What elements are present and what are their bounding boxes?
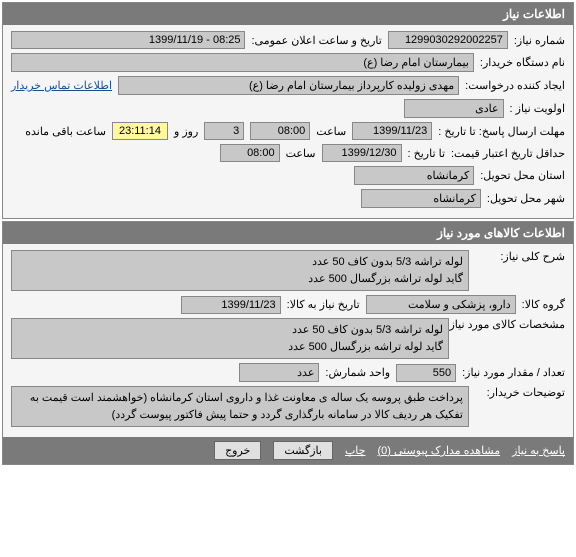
request-creator-label: ایجاد کننده درخواست: — [465, 79, 565, 92]
days-value: 3 — [204, 122, 244, 140]
goods-group-value: دارو، پزشکی و سلامت — [366, 295, 516, 314]
general-desc-value: لوله تراشه 5/3 بدون کاف 50 عدد گاید لوله… — [11, 250, 469, 291]
print-link[interactable]: چاپ — [345, 444, 366, 457]
need-info-panel: اطلاعات نیاز شماره نیاز: 129903029200225… — [2, 2, 574, 219]
niaz-no-label: شماره نیاز: — [514, 34, 565, 47]
row-buyer-notes: توضیحات خریدار: پرداخت طبق پروسه یک ساله… — [11, 386, 565, 427]
unit-value: عدد — [239, 363, 319, 382]
bottom-bar: پاسخ به نیاز مشاهده مدارک پیوستی (0) چاپ… — [3, 437, 573, 464]
row-city: شهر محل تحویل: كرمانشاه — [11, 189, 565, 208]
province-label: استان محل تحویل: — [480, 169, 565, 182]
buyer-contact-link[interactable]: اطلاعات تماس خریدار — [11, 79, 112, 92]
validity-label: حداقل تاریخ اعتبار قیمت: — [451, 147, 565, 160]
back-button[interactable]: بازگشت — [273, 441, 333, 460]
qty-value: 550 — [396, 364, 456, 382]
validity-to-label: تا تاریخ : — [408, 147, 445, 160]
goods-date-label: تاریخ نیاز به کالا: — [287, 298, 360, 311]
general-desc-label: شرح کلی نیاز: — [475, 250, 565, 263]
buyer-device-label: نام دستگاه خریدار: — [480, 56, 565, 69]
respond-link[interactable]: پاسخ به نیاز — [512, 444, 565, 457]
deadline-time: 08:00 — [250, 122, 310, 140]
row-buyer-device: نام دستگاه خریدار: بیمارستان امام رضا (ع… — [11, 53, 565, 72]
goods-group-label: گروه کالا: — [522, 298, 565, 311]
unit-label: واحد شمارش: — [325, 366, 390, 379]
validity-date: 1399/12/30 — [322, 144, 402, 162]
priority-value: عادی — [404, 99, 504, 118]
buyer-device-value: بیمارستان امام رضا (ع) — [11, 53, 474, 72]
validity-time: 08:00 — [220, 144, 280, 162]
countdown-value: 23:11:14 — [112, 122, 168, 140]
buyer-notes-label: توضیحات خریدار: — [475, 386, 565, 399]
province-value: كرمانشاه — [354, 166, 474, 185]
goods-spec-value: لوله تراشه 5/3 بدون کاف 50 عدد گاید لوله… — [11, 318, 449, 359]
need-info-header: اطلاعات نیاز — [3, 3, 573, 25]
goods-info-body: شرح کلی نیاز: لوله تراشه 5/3 بدون کاف 50… — [3, 244, 573, 437]
attachments-link[interactable]: مشاهده مدارک پیوستی (0) — [377, 444, 500, 457]
priority-label: اولویت نیاز : — [510, 102, 565, 115]
deadline-date: 1399/11/23 — [352, 122, 432, 140]
exit-button[interactable]: خروج — [214, 441, 261, 460]
row-goods-group: گروه کالا: دارو، پزشکی و سلامت تاریخ نیا… — [11, 295, 565, 314]
row-qty: تعداد / مقدار مورد نیاز: 550 واحد شمارش:… — [11, 363, 565, 382]
city-value: كرمانشاه — [361, 189, 481, 208]
goods-date-value: 1399/11/23 — [181, 296, 281, 314]
row-niaz-no: شماره نیاز: 1299030292002257 تاریخ و ساع… — [11, 31, 565, 49]
row-general-desc: شرح کلی نیاز: لوله تراشه 5/3 بدون کاف 50… — [11, 250, 565, 291]
public-datetime-value: 08:25 - 1399/11/19 — [11, 31, 245, 49]
need-info-body: شماره نیاز: 1299030292002257 تاریخ و ساع… — [3, 25, 573, 218]
deadline-time-label: ساعت — [316, 125, 346, 138]
city-label: شهر محل تحویل: — [487, 192, 565, 205]
request-creator-value: مهدی زولیده کارپرداز بیمارستان امام رضا … — [118, 76, 459, 95]
row-priority: اولویت نیاز : عادی — [11, 99, 565, 118]
goods-spec-label: مشخصات کالای مورد نیاز: — [455, 318, 565, 331]
row-province: استان محل تحویل: كرمانشاه — [11, 166, 565, 185]
buyer-notes-value: پرداخت طبق پروسه یک ساله ی معاونت غذا و … — [11, 386, 469, 427]
row-validity: حداقل تاریخ اعتبار قیمت: تا تاریخ : 1399… — [11, 144, 565, 162]
deadline-label: مهلت ارسال پاسخ: تا تاریخ : — [438, 125, 565, 138]
remaining-label: ساعت باقی مانده — [25, 125, 106, 138]
row-request-creator: ایجاد کننده درخواست: مهدی زولیده کارپردا… — [11, 76, 565, 95]
niaz-no-value: 1299030292002257 — [388, 31, 508, 49]
goods-info-panel: اطلاعات کالاهای مورد نیاز شرح کلی نیاز: … — [2, 221, 574, 465]
validity-time-label: ساعت — [286, 147, 316, 160]
row-goods-spec: مشخصات کالای مورد نیاز: لوله تراشه 5/3 ب… — [11, 318, 565, 359]
row-deadline: مهلت ارسال پاسخ: تا تاریخ : 1399/11/23 س… — [11, 122, 565, 140]
goods-info-header: اطلاعات کالاهای مورد نیاز — [3, 222, 573, 244]
days-label: روز و — [174, 125, 198, 138]
qty-label: تعداد / مقدار مورد نیاز: — [462, 366, 565, 379]
public-datetime-label: تاریخ و ساعت اعلان عمومی: — [251, 34, 381, 47]
